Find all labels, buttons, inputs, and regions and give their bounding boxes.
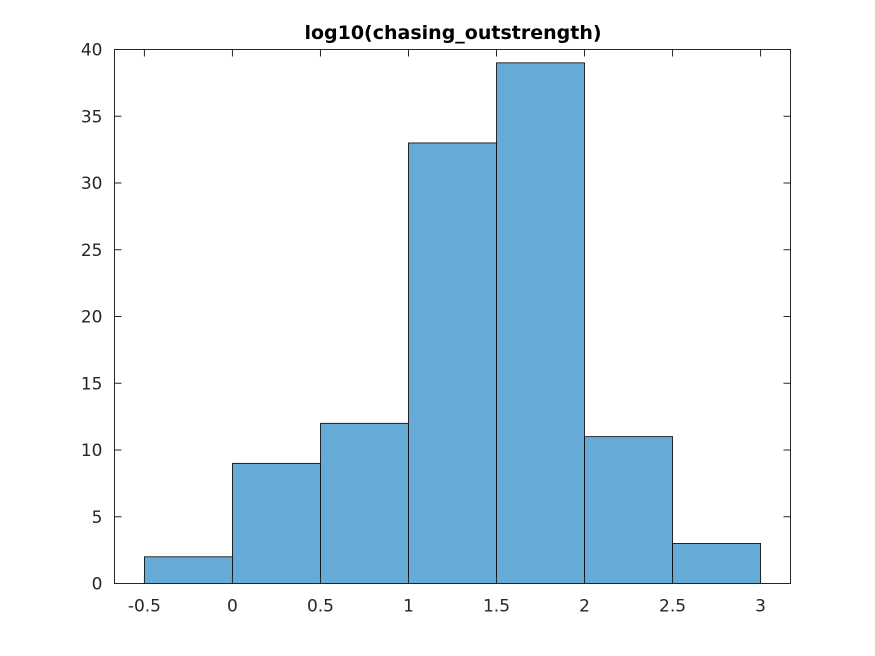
x-tick-label: 3	[755, 597, 766, 617]
histogram-bar	[496, 62, 585, 584]
x-tick-label: 1	[403, 597, 414, 617]
y-tick-label: 10	[81, 441, 103, 461]
y-tick-label: 0	[92, 575, 103, 595]
bars-group	[144, 62, 761, 584]
x-tick-label: 1.5	[483, 597, 510, 617]
histogram-bar	[672, 543, 761, 584]
x-tick-label: 2.5	[659, 597, 686, 617]
y-tick-labels: 0 5 10 15 20 25 30 35 40	[81, 41, 103, 595]
x-tick-label: 0	[227, 597, 238, 617]
y-tick-label: 40	[81, 41, 103, 61]
y-tick-label: 30	[81, 174, 103, 194]
chart-title: log10(chasing_outstrength)	[304, 22, 601, 44]
histogram-bar	[408, 142, 497, 584]
plot-area-box	[114, 49, 791, 584]
histogram-bar	[320, 422, 409, 584]
y-tick-label: 25	[81, 241, 103, 261]
y-tick-label: 15	[81, 374, 103, 394]
y-tick-label: 5	[92, 508, 103, 528]
x-tick-label: 2	[579, 597, 590, 617]
y-tick-label: 20	[81, 308, 103, 328]
y-tick-label: 35	[81, 107, 103, 127]
x-tick-label: -0.5	[128, 597, 161, 617]
x-tick-labels: -0.5 0 0.5 1 1.5 2 2.5 3	[128, 597, 766, 617]
histogram-bar	[144, 556, 233, 584]
histogram-bar	[584, 436, 673, 584]
x-tick-label: 0.5	[307, 597, 334, 617]
histogram-bar	[232, 462, 321, 584]
